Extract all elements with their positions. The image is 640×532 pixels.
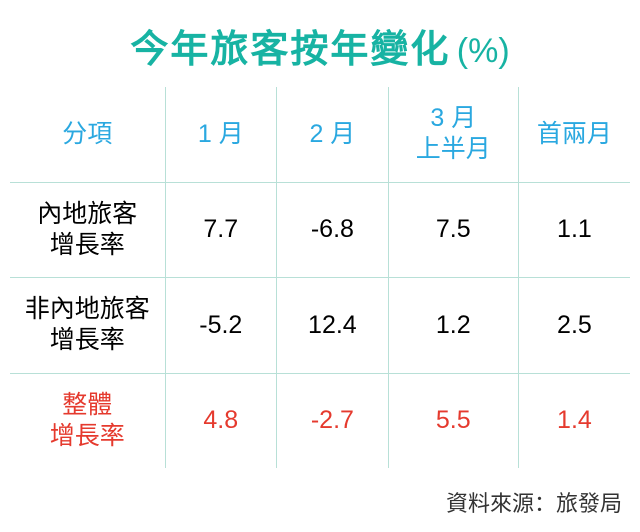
row-value: 2.5 [518, 278, 630, 374]
row-value: 1.1 [518, 182, 630, 278]
title-main: 今年旅客按年變化 [130, 29, 450, 71]
col-header-feb: 2 月 [277, 87, 389, 182]
row-value: 1.4 [518, 373, 630, 468]
row-value: 7.7 [165, 182, 277, 278]
col-header-jan: 1 月 [165, 87, 277, 182]
row-label: 整體增長率 [10, 373, 165, 468]
table-header-row: 分項 1 月 2 月 3 月上半月 首兩月 [10, 87, 630, 182]
row-value: -6.8 [277, 182, 389, 278]
row-value: 4.8 [165, 373, 277, 468]
row-value: -5.2 [165, 278, 277, 374]
table-row: 內地旅客增長率7.7-6.87.51.1 [10, 182, 630, 278]
row-value: -2.7 [277, 373, 389, 468]
col-header-category: 分項 [10, 87, 165, 182]
row-label: 非內地旅客增長率 [10, 278, 165, 374]
col-header-mar-half: 3 月上半月 [388, 87, 518, 182]
source-line: 資料來源：旅發局 [446, 486, 622, 518]
row-value: 5.5 [388, 373, 518, 468]
col-header-first-two: 首兩月 [518, 87, 630, 182]
table-row: 非內地旅客增長率-5.212.41.22.5 [10, 278, 630, 374]
table-body: 內地旅客增長率7.7-6.87.51.1非內地旅客增長率-5.212.41.22… [10, 182, 630, 468]
source-prefix: 資料來源： [446, 491, 556, 516]
title-unit: (%) [457, 32, 510, 70]
title: 今年旅客按年變化 (%) [10, 18, 630, 73]
row-value: 1.2 [388, 278, 518, 374]
row-label: 內地旅客增長率 [10, 182, 165, 278]
row-value: 7.5 [388, 182, 518, 278]
row-value: 12.4 [277, 278, 389, 374]
table-row: 整體增長率4.8-2.75.51.4 [10, 373, 630, 468]
source-name: 旅發局 [556, 491, 622, 516]
data-table: 分項 1 月 2 月 3 月上半月 首兩月 內地旅客增長率7.7-6.87.51… [10, 87, 630, 468]
